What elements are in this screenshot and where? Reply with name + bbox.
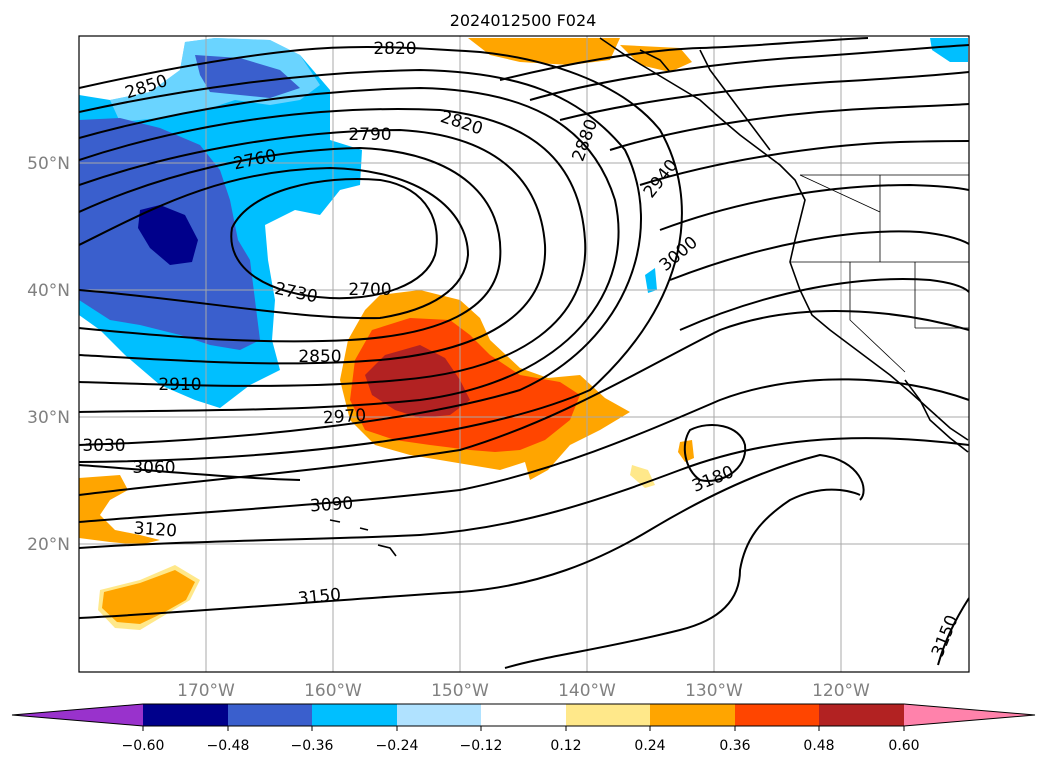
map-area: 2820 2850 2790 2820 2760 2880 2940 3000 … [79, 36, 969, 672]
negative-anomaly-region [79, 38, 968, 408]
contour-label: 2910 [158, 375, 201, 395]
contour-label: 3120 [133, 519, 178, 542]
colorbar-segment [481, 704, 566, 726]
colorbar-segment [566, 704, 650, 726]
lat-tick-label: 20°N [27, 535, 70, 555]
colorbar-tick-label: −0.60 [122, 738, 165, 754]
lat-tick-label: 30°N [27, 408, 70, 428]
colorbar-segment [312, 704, 397, 726]
colorbar-tick-label: 0.36 [719, 738, 750, 754]
contour-label: 3090 [309, 494, 354, 517]
colorbar-tick-label: −0.12 [460, 738, 503, 754]
colorbar-tick-label: 0.48 [803, 738, 834, 754]
colorbar-segment [143, 704, 228, 726]
map-frame [78, 35, 970, 673]
contour-label: 3150 [297, 585, 342, 609]
colorbar-ticks [142, 726, 905, 731]
figure-title: 2024012500 F024 [450, 11, 597, 30]
contour-label: 2850 [298, 347, 341, 367]
colorbar-segment [397, 704, 481, 726]
contour-label: 3030 [82, 436, 125, 456]
colorbar-segment [228, 704, 312, 726]
lat-tick-label: 40°N [27, 281, 70, 301]
colorbar-extend-high [904, 704, 1035, 726]
colorbar-tick-label: −0.24 [376, 738, 419, 754]
lon-tick-label: 160°W [304, 681, 362, 701]
lon-tick-label: 120°W [812, 681, 870, 701]
colorbar-tick-label: 0.60 [888, 738, 919, 754]
colorbar-segment [650, 704, 735, 726]
colorbar-tick-label: −0.48 [207, 738, 250, 754]
colorbar: −0.60 −0.48 −0.36 −0.24 −0.12 0.12 0.24 … [11, 703, 1036, 754]
colorbar-tick-label: 0.12 [550, 738, 581, 754]
lon-tick-label: 150°W [431, 681, 489, 701]
contour-label: 3060 [132, 458, 175, 478]
latitude-ticks: 50°N 40°N 30°N 20°N [27, 154, 70, 555]
contour-label: 2700 [348, 280, 391, 300]
colorbar-tick-label: 0.24 [634, 738, 665, 754]
lon-tick-label: 140°W [558, 681, 616, 701]
contour-label: 2820 [373, 39, 416, 59]
colorbar-extend-low [12, 704, 143, 726]
contour-label: 2970 [322, 406, 367, 429]
contour-label: 2790 [348, 125, 391, 145]
longitude-ticks: 170°W 160°W 150°W 140°W 130°W 120°W [177, 681, 870, 701]
height-contours [79, 37, 969, 669]
lon-tick-label: 170°W [177, 681, 235, 701]
lon-tick-label: 130°W [685, 681, 743, 701]
lat-tick-label: 50°N [27, 154, 70, 174]
colorbar-tick-label: −0.36 [291, 738, 334, 754]
colorbar-segment [735, 704, 819, 726]
colorbar-segment [819, 704, 904, 726]
